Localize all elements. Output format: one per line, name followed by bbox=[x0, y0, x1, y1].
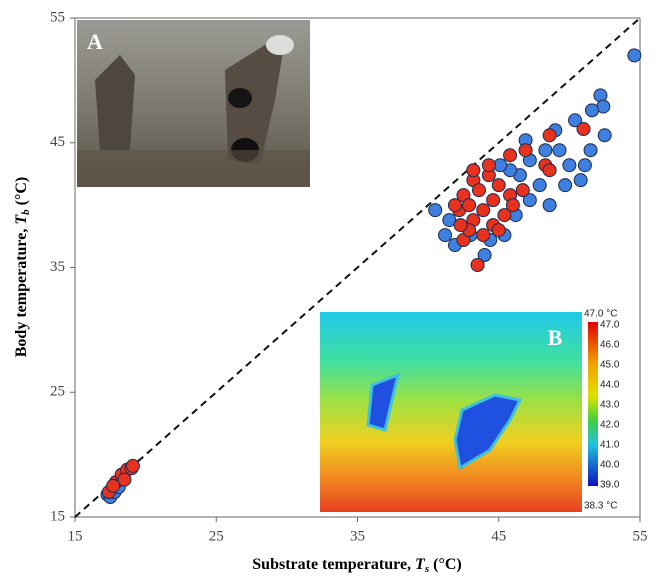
inset-label: A bbox=[87, 29, 103, 54]
x-tick-label: 35 bbox=[350, 528, 365, 544]
x-tick-label: 15 bbox=[68, 528, 83, 544]
scale-tick-label: 45.0 bbox=[600, 360, 620, 371]
x-tick-label: 55 bbox=[633, 528, 648, 544]
data-point bbox=[538, 143, 553, 158]
data-point bbox=[577, 158, 592, 173]
data-point bbox=[491, 178, 506, 193]
data-point bbox=[573, 173, 588, 188]
data-point bbox=[491, 223, 506, 238]
data-point bbox=[515, 183, 530, 198]
data-point bbox=[117, 472, 132, 487]
data-point bbox=[125, 458, 140, 473]
data-point bbox=[505, 198, 520, 213]
y-tick-label: 55 bbox=[50, 9, 65, 25]
data-point bbox=[542, 198, 557, 213]
data-point bbox=[428, 203, 443, 218]
x-tick-label: 45 bbox=[491, 528, 506, 544]
inset-thermal: B 47.0 °C 38.3 °C 47.0 46.0 45.0 44.0 43.0 42… bbox=[320, 309, 620, 512]
data-point bbox=[552, 143, 567, 158]
data-point bbox=[522, 193, 537, 208]
data-point bbox=[447, 198, 462, 213]
data-point bbox=[476, 203, 491, 218]
data-point bbox=[568, 113, 583, 128]
inset-label: B bbox=[548, 325, 563, 350]
data-point bbox=[438, 228, 453, 243]
scale-max: 47.0 °C bbox=[584, 309, 617, 320]
data-point bbox=[462, 198, 477, 213]
y-tick-label: 25 bbox=[50, 384, 65, 400]
scale-tick-label: 39.0 bbox=[600, 480, 620, 491]
data-point bbox=[562, 158, 577, 173]
y-tick-label: 45 bbox=[50, 134, 65, 150]
data-point bbox=[542, 163, 557, 178]
data-point bbox=[532, 178, 547, 193]
data-point bbox=[597, 128, 612, 143]
data-point bbox=[518, 143, 533, 158]
scale-tick-label: 47.0 bbox=[600, 320, 620, 331]
scale-tick-label: 43.0 bbox=[600, 400, 620, 411]
y-tick-label: 35 bbox=[50, 259, 65, 275]
data-point bbox=[627, 48, 642, 63]
x-axis-label: Substrate temperature, Ts (°C) bbox=[252, 556, 461, 575]
scale-min: 38.3 °C bbox=[584, 501, 617, 512]
inset-photo: A bbox=[77, 20, 310, 187]
data-point bbox=[576, 122, 591, 137]
data-point bbox=[584, 103, 599, 118]
data-point bbox=[466, 163, 481, 178]
data-point bbox=[558, 178, 573, 193]
data-point bbox=[503, 148, 518, 163]
data-point bbox=[486, 193, 501, 208]
data-point bbox=[106, 478, 121, 493]
data-point bbox=[481, 158, 496, 173]
scale-tick-label: 40.0 bbox=[600, 460, 620, 471]
scale-tick-label: 42.0 bbox=[600, 420, 620, 431]
data-point bbox=[477, 248, 492, 263]
data-point bbox=[497, 208, 512, 223]
data-point bbox=[470, 258, 485, 273]
data-point bbox=[542, 128, 557, 143]
scale-tick-label: 41.0 bbox=[600, 440, 620, 451]
scale-tick-label: 46.0 bbox=[600, 340, 620, 351]
data-point bbox=[471, 183, 486, 198]
data-point bbox=[583, 143, 598, 158]
data-point bbox=[476, 228, 491, 243]
plot-area: 15 25 35 45 55 15 25 35 45 55 bbox=[50, 9, 648, 544]
data-point bbox=[453, 218, 468, 233]
identity-line bbox=[74, 17, 641, 518]
scale-tick-label: 44.0 bbox=[600, 380, 620, 391]
x-tick-label: 25 bbox=[209, 528, 224, 544]
y-tick-label: 15 bbox=[50, 508, 65, 524]
y-axis-label: Body temperature, Tb (°C) bbox=[13, 177, 32, 357]
